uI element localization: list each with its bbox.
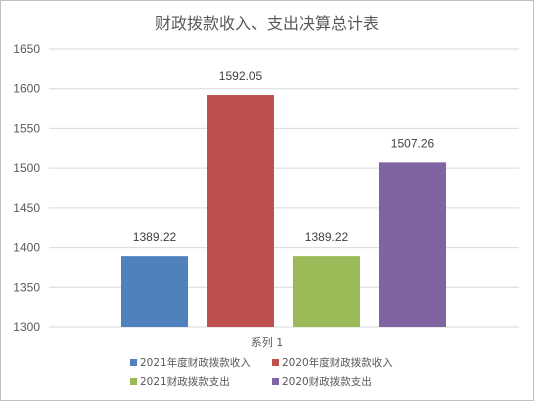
bar [293, 256, 360, 327]
data-label: 1507.26 [391, 136, 435, 150]
y-tick-label: 1650 [13, 42, 40, 56]
chart-title: 财政拨款收入、支出决算总计表 [155, 14, 379, 33]
legend-label: 2020财政拨款支出 [282, 375, 372, 388]
y-tick-label: 1300 [13, 320, 40, 334]
legend-swatch [272, 359, 279, 366]
y-tick-label: 1550 [13, 121, 40, 135]
data-label: 1592.05 [219, 69, 263, 83]
bar [379, 162, 446, 327]
bar [207, 95, 274, 327]
legend-label: 2021财政拨款支出 [140, 375, 230, 388]
legend-swatch [272, 378, 279, 385]
y-axis-ticks: 1300 1350 1400 1450 1500 1550 1600 1650 [13, 42, 40, 334]
y-tick-label: 1400 [13, 241, 40, 255]
y-tick-label: 1350 [13, 280, 40, 294]
legend: 2021年度财政拨款收入 2020年度财政拨款收入 2021财政拨款支出 2020财政… [130, 356, 393, 388]
data-label: 1389.22 [305, 230, 349, 244]
data-label: 1389.22 [133, 230, 177, 244]
y-tick-label: 1600 [13, 82, 40, 96]
y-tick-label: 1450 [13, 201, 40, 215]
bars [121, 95, 446, 327]
bar [121, 256, 188, 327]
legend-swatch [130, 359, 137, 366]
y-tick-label: 1500 [13, 161, 40, 175]
x-category-label: 系列 1 [251, 335, 284, 349]
data-labels: 1389.22 1592.05 1389.22 1507.26 [133, 69, 435, 244]
gridlines [49, 48, 519, 328]
legend-label: 2020年度财政拨款收入 [282, 356, 393, 369]
legend-label: 2021年度财政拨款收入 [140, 356, 251, 369]
legend-swatch [130, 378, 137, 385]
